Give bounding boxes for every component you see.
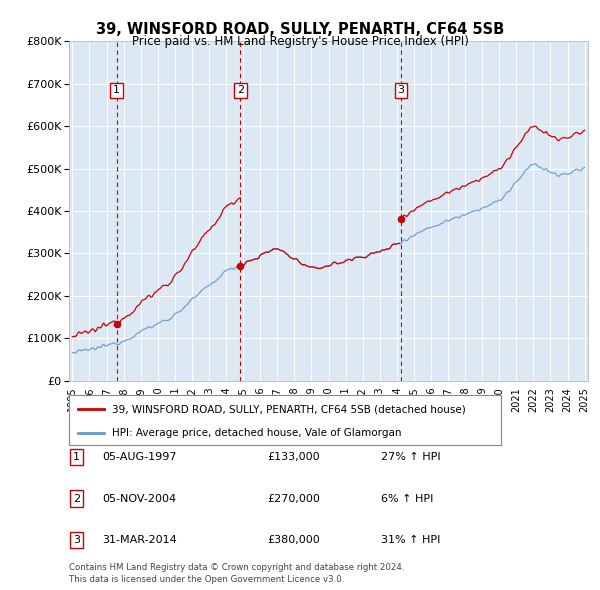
Text: 1: 1 (73, 453, 80, 462)
Text: HPI: Average price, detached house, Vale of Glamorgan: HPI: Average price, detached house, Vale… (112, 428, 402, 438)
Text: 6% ↑ HPI: 6% ↑ HPI (381, 494, 433, 503)
Text: 05-NOV-2004: 05-NOV-2004 (102, 494, 176, 503)
Text: 39, WINSFORD ROAD, SULLY, PENARTH, CF64 5SB: 39, WINSFORD ROAD, SULLY, PENARTH, CF64 … (96, 22, 504, 37)
Text: 27% ↑ HPI: 27% ↑ HPI (381, 453, 440, 462)
Text: 2: 2 (237, 86, 244, 96)
Text: £133,000: £133,000 (267, 453, 320, 462)
Text: 05-AUG-1997: 05-AUG-1997 (102, 453, 176, 462)
Text: Price paid vs. HM Land Registry's House Price Index (HPI): Price paid vs. HM Land Registry's House … (131, 35, 469, 48)
Text: 3: 3 (73, 535, 80, 545)
Text: 31% ↑ HPI: 31% ↑ HPI (381, 535, 440, 545)
Text: 31-MAR-2014: 31-MAR-2014 (102, 535, 177, 545)
Text: £380,000: £380,000 (267, 535, 320, 545)
Text: 39, WINSFORD ROAD, SULLY, PENARTH, CF64 5SB (detached house): 39, WINSFORD ROAD, SULLY, PENARTH, CF64 … (112, 404, 466, 414)
Text: 1: 1 (113, 86, 120, 96)
Text: 3: 3 (398, 86, 404, 96)
Text: Contains HM Land Registry data © Crown copyright and database right 2024.: Contains HM Land Registry data © Crown c… (69, 563, 404, 572)
Text: 2: 2 (73, 494, 80, 503)
Text: This data is licensed under the Open Government Licence v3.0.: This data is licensed under the Open Gov… (69, 575, 344, 584)
Text: £270,000: £270,000 (267, 494, 320, 503)
